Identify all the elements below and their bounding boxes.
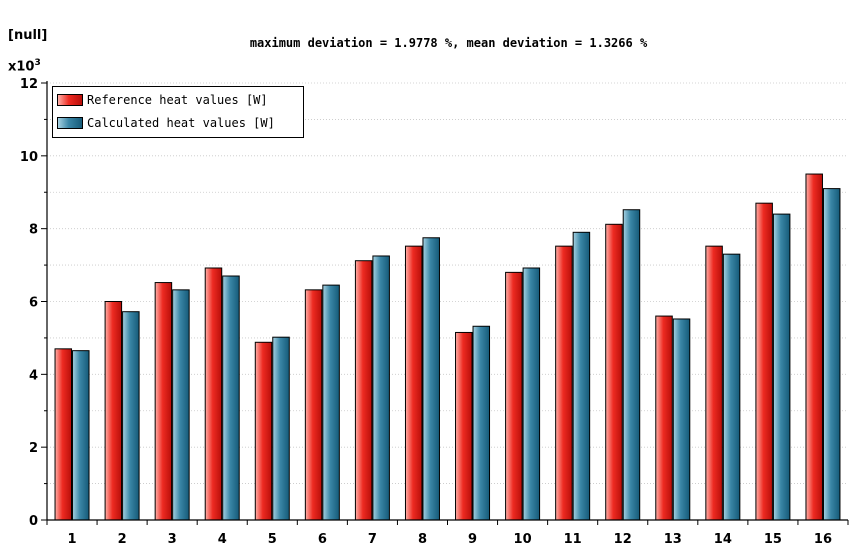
x-tick-label: 5 [268,532,277,547]
legend-swatch-calculated [57,117,83,129]
x-tick-label: 8 [418,532,427,547]
bar-reference-1 [54,348,73,521]
bar-calculated-15 [772,213,791,521]
bar-calculated-13 [672,318,691,521]
x-tick-label: 7 [368,532,377,547]
legend-label-calculated: Calculated heat values [W] [87,116,275,130]
bar-reference-3 [154,282,173,521]
axes-group [41,81,849,525]
x-tick-label: 2 [118,532,127,547]
legend-label-reference: Reference heat values [W] [87,93,268,107]
y-tick-label: 2 [29,441,38,456]
y-tick-label: 12 [20,77,38,92]
x-tick-label: 15 [764,532,782,547]
bar-reference-5 [254,341,273,521]
bar-calculated-3 [172,289,190,521]
bar-calculated-8 [422,237,440,521]
bars-group [54,173,841,521]
legend-item-reference: Reference heat values [W] [57,91,268,109]
bar-calculated-7 [372,255,390,521]
bar-reference-13 [655,315,673,521]
bar-reference-2 [104,301,123,521]
bar-reference-4 [204,267,223,521]
bar-reference-10 [505,271,523,521]
bar-calculated-4 [222,275,240,521]
y-tick-label: 4 [29,368,38,383]
bar-reference-7 [354,260,373,521]
bar-calculated-14 [722,253,741,521]
x-tick-label: 13 [664,532,682,547]
bar-reference-14 [705,245,723,521]
bar-calculated-10 [522,267,541,521]
y-tick-label: 8 [29,223,38,238]
bar-reference-12 [605,223,623,521]
x-tick-label: 6 [318,532,327,547]
bar-calculated-16 [822,188,841,521]
x-tick-label: 9 [468,532,477,547]
bar-calculated-9 [472,325,491,521]
bar-reference-16 [805,173,823,521]
x-tick-label: 16 [814,532,832,547]
bar-calculated-2 [122,311,140,521]
bar-calculated-5 [272,336,290,521]
y-axis-scale-exponent: 3 [34,58,41,68]
x-tick-label: 4 [218,532,227,547]
x-tick-label: 14 [714,532,732,547]
bar-reference-6 [304,289,323,521]
bar-calculated-1 [72,350,90,521]
bar-calculated-12 [622,209,641,521]
x-tick-label: 12 [614,532,632,547]
x-tick-label: 11 [564,532,582,547]
y-axis-unit-label: [null] [8,28,48,43]
chart-title: maximum deviation = 1.9778 %, mean devia… [249,36,648,50]
x-tick-label: 3 [168,532,177,547]
bar-reference-15 [755,202,773,521]
y-tick-label: 10 [20,150,38,165]
y-axis-scale-label: x103 [8,58,41,74]
bar-reference-11 [555,245,573,521]
y-tick-label: 6 [29,296,38,311]
legend: Reference heat values [W] Calculated hea… [52,86,304,138]
y-axis-scale-base: x10 [8,59,35,75]
x-tick-label: 1 [68,532,77,547]
y-tick-label: 0 [29,514,38,529]
x-tick-label: 10 [514,532,532,547]
bar-calculated-11 [572,231,591,521]
legend-swatch-reference [57,94,83,106]
bar-reference-8 [404,245,423,521]
bar-reference-9 [455,331,473,521]
bar-calculated-6 [322,284,340,521]
legend-item-calculated: Calculated heat values [W] [57,114,275,132]
